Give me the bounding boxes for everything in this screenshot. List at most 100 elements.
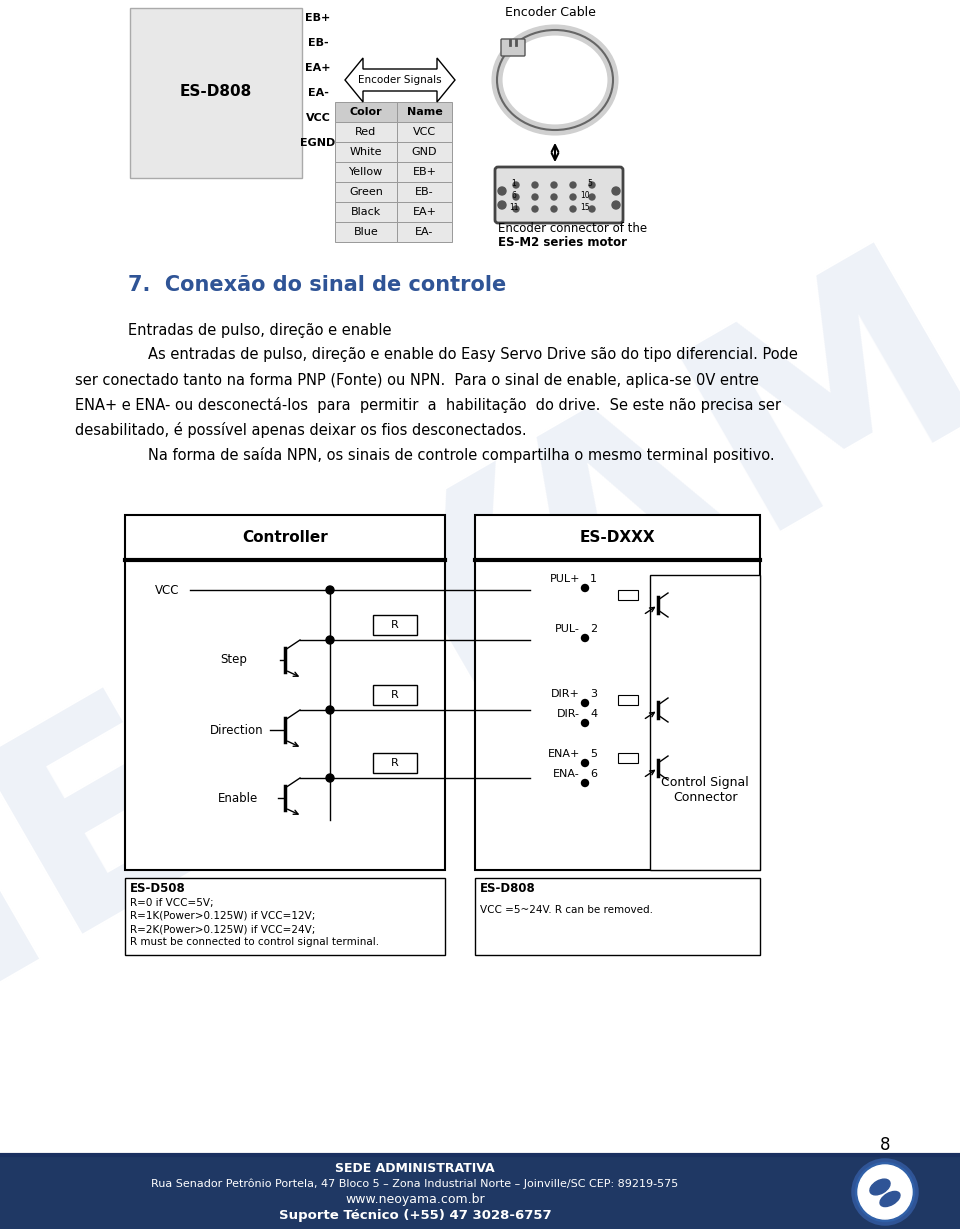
Circle shape — [513, 206, 519, 211]
Text: Suporte Técnico (+55) 47 3028-6757: Suporte Técnico (+55) 47 3028-6757 — [278, 1209, 551, 1223]
Text: EB+: EB+ — [413, 167, 437, 177]
FancyBboxPatch shape — [125, 515, 445, 870]
Circle shape — [532, 182, 538, 188]
Text: DIR+: DIR+ — [551, 689, 580, 699]
Text: Controller: Controller — [242, 530, 328, 544]
Circle shape — [532, 206, 538, 211]
Text: Na forma de saída NPN, os sinais de controle compartilha o mesmo terminal positi: Na forma de saída NPN, os sinais de cont… — [148, 447, 775, 463]
Text: Direction: Direction — [210, 724, 264, 736]
Text: R: R — [391, 758, 398, 768]
Text: EGND: EGND — [300, 138, 336, 147]
Circle shape — [582, 585, 588, 591]
Circle shape — [582, 760, 588, 767]
Circle shape — [612, 187, 620, 195]
Text: ENA-: ENA- — [553, 769, 580, 779]
Text: Entradas de pulso, direção e enable: Entradas de pulso, direção e enable — [128, 322, 392, 338]
Text: Red: Red — [355, 127, 376, 136]
FancyBboxPatch shape — [495, 167, 623, 222]
Text: EB+: EB+ — [305, 14, 330, 23]
Circle shape — [326, 774, 334, 782]
Text: 4: 4 — [590, 709, 597, 719]
Text: Name: Name — [407, 107, 443, 117]
Text: 10: 10 — [580, 190, 589, 199]
Text: Encoder Signals: Encoder Signals — [358, 75, 442, 85]
Circle shape — [570, 182, 576, 188]
Circle shape — [326, 635, 334, 644]
FancyBboxPatch shape — [335, 202, 397, 222]
FancyBboxPatch shape — [335, 162, 397, 182]
Text: Step: Step — [220, 654, 247, 666]
Text: EB-: EB- — [415, 187, 434, 197]
Circle shape — [532, 194, 538, 200]
Text: 6: 6 — [512, 190, 516, 199]
Text: 11: 11 — [509, 203, 518, 211]
Text: R must be connected to control signal terminal.: R must be connected to control signal te… — [130, 936, 379, 948]
Circle shape — [498, 187, 506, 195]
FancyBboxPatch shape — [373, 753, 417, 773]
Text: As entradas de pulso, direção e enable do Easy Servo Drive são do tipo diferenci: As entradas de pulso, direção e enable d… — [148, 348, 798, 363]
Text: R: R — [391, 619, 398, 630]
Text: R=0 if VCC=5V;: R=0 if VCC=5V; — [130, 898, 214, 908]
Text: 6: 6 — [590, 769, 597, 779]
FancyBboxPatch shape — [130, 9, 302, 178]
FancyBboxPatch shape — [397, 143, 452, 162]
Text: www.neoyama.com.br: www.neoyama.com.br — [346, 1193, 485, 1207]
Text: 5: 5 — [590, 748, 597, 760]
Text: ENA+ e ENA- ou desconectá-los  para  permitir  a  habilitação  do drive.  Se est: ENA+ e ENA- ou desconectá-los para permi… — [75, 397, 781, 413]
FancyBboxPatch shape — [335, 222, 397, 242]
Text: ser conectado tanto na forma PNP (Fonte) ou NPN.  Para o sinal de enable, aplica: ser conectado tanto na forma PNP (Fonte)… — [75, 372, 758, 387]
Text: NEOYAMA: NEOYAMA — [0, 101, 960, 1099]
Text: R=1K(Power>0.125W) if VCC=12V;: R=1K(Power>0.125W) if VCC=12V; — [130, 911, 316, 921]
FancyBboxPatch shape — [618, 696, 638, 705]
Circle shape — [582, 634, 588, 642]
Text: Encoder Cable: Encoder Cable — [505, 5, 596, 18]
FancyBboxPatch shape — [650, 575, 760, 870]
Text: R=2K(Power>0.125W) if VCC=24V;: R=2K(Power>0.125W) if VCC=24V; — [130, 924, 316, 934]
Circle shape — [570, 194, 576, 200]
FancyBboxPatch shape — [475, 515, 760, 870]
FancyBboxPatch shape — [397, 202, 452, 222]
Circle shape — [858, 1165, 912, 1219]
Circle shape — [551, 206, 557, 211]
Text: 8: 8 — [879, 1136, 890, 1154]
Text: VCC: VCC — [305, 113, 330, 123]
Circle shape — [326, 586, 334, 594]
Text: White: White — [349, 147, 382, 157]
Text: ES-D508: ES-D508 — [130, 881, 185, 895]
Text: Encoder connector of the: Encoder connector of the — [498, 221, 647, 235]
Text: ES-D808: ES-D808 — [180, 85, 252, 100]
FancyBboxPatch shape — [397, 162, 452, 182]
Ellipse shape — [880, 1191, 900, 1207]
Circle shape — [589, 194, 595, 200]
Text: Rua Senador Petrônio Portela, 47 Bloco 5 – Zona Industrial Norte – Joinville/SC : Rua Senador Petrônio Portela, 47 Bloco 5… — [152, 1179, 679, 1190]
Text: 3: 3 — [590, 689, 597, 699]
Circle shape — [551, 194, 557, 200]
Text: DIR-: DIR- — [557, 709, 580, 719]
Text: VCC: VCC — [155, 584, 180, 596]
FancyBboxPatch shape — [618, 753, 638, 763]
Text: PUL-: PUL- — [555, 624, 580, 634]
Circle shape — [853, 1160, 917, 1224]
Text: Color: Color — [349, 107, 382, 117]
Circle shape — [326, 705, 334, 714]
FancyBboxPatch shape — [397, 182, 452, 202]
Ellipse shape — [870, 1179, 890, 1195]
FancyBboxPatch shape — [125, 878, 445, 955]
Text: ES-M2 series motor: ES-M2 series motor — [498, 236, 627, 248]
Text: EA-: EA- — [416, 227, 434, 237]
Circle shape — [513, 194, 519, 200]
Text: Blue: Blue — [353, 227, 378, 237]
Polygon shape — [345, 58, 455, 102]
FancyBboxPatch shape — [397, 222, 452, 242]
Text: Enable: Enable — [218, 791, 258, 805]
Text: 5: 5 — [588, 178, 592, 188]
FancyBboxPatch shape — [373, 614, 417, 635]
FancyBboxPatch shape — [373, 685, 417, 705]
Text: 1: 1 — [512, 178, 516, 188]
Text: VCC =5~24V. R can be removed.: VCC =5~24V. R can be removed. — [480, 905, 653, 916]
Text: 1: 1 — [590, 574, 597, 584]
Circle shape — [612, 202, 620, 209]
Circle shape — [498, 202, 506, 209]
Circle shape — [582, 779, 588, 787]
Text: 2: 2 — [590, 624, 597, 634]
